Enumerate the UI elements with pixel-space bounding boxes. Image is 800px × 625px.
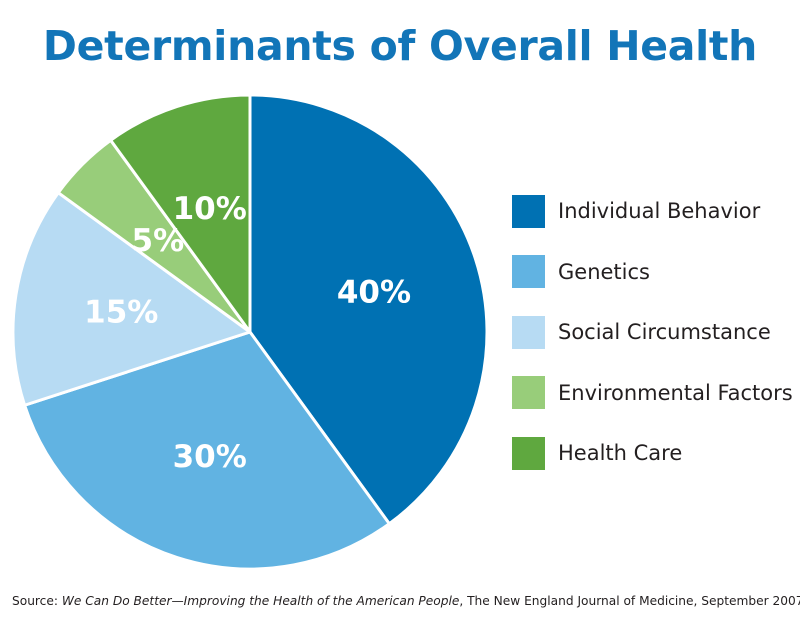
pie-slice [23,330,391,571]
legend-label: Environmental Factors [558,380,793,405]
legend-swatch [512,255,545,288]
legend-item: Health Care [512,435,800,471]
slice-label: 10% [173,191,247,227]
source-title: We Can Do Better—Improving the Health of… [61,594,460,608]
legend-swatch [512,436,545,470]
pie-slice [248,93,489,526]
legend-swatch [512,376,545,409]
legend: Individual Behavior Genetics Social Circ… [512,193,800,496]
legend-swatch [512,315,545,349]
slice-label: 5% [132,223,185,259]
legend-item: Social Circumstance [512,314,800,350]
legend-item: Genetics [512,254,800,290]
legend-swatch [512,194,545,228]
legend-label: Individual Behavior [558,199,761,223]
slice-label: 15% [84,295,158,331]
legend-label: Health Care [558,441,683,465]
pie-slice [11,191,252,407]
legend-label: Genetics [558,259,650,284]
source-suffix: , The New England Journal of Medicine, S… [459,594,800,608]
chart-title: Determinants of Overall Health [42,22,758,70]
legend-label: Social Circumstance [558,320,771,344]
legend-item: Individual Behavior [512,193,800,229]
slice-label: 40% [337,275,411,311]
legend-item: Environmental Factors [512,375,800,411]
source-note: Source: We Can Do Better—Improving the H… [12,594,800,608]
pie-slice [109,93,252,334]
source-prefix: Source: [12,594,62,608]
slice-label: 30% [173,439,247,475]
